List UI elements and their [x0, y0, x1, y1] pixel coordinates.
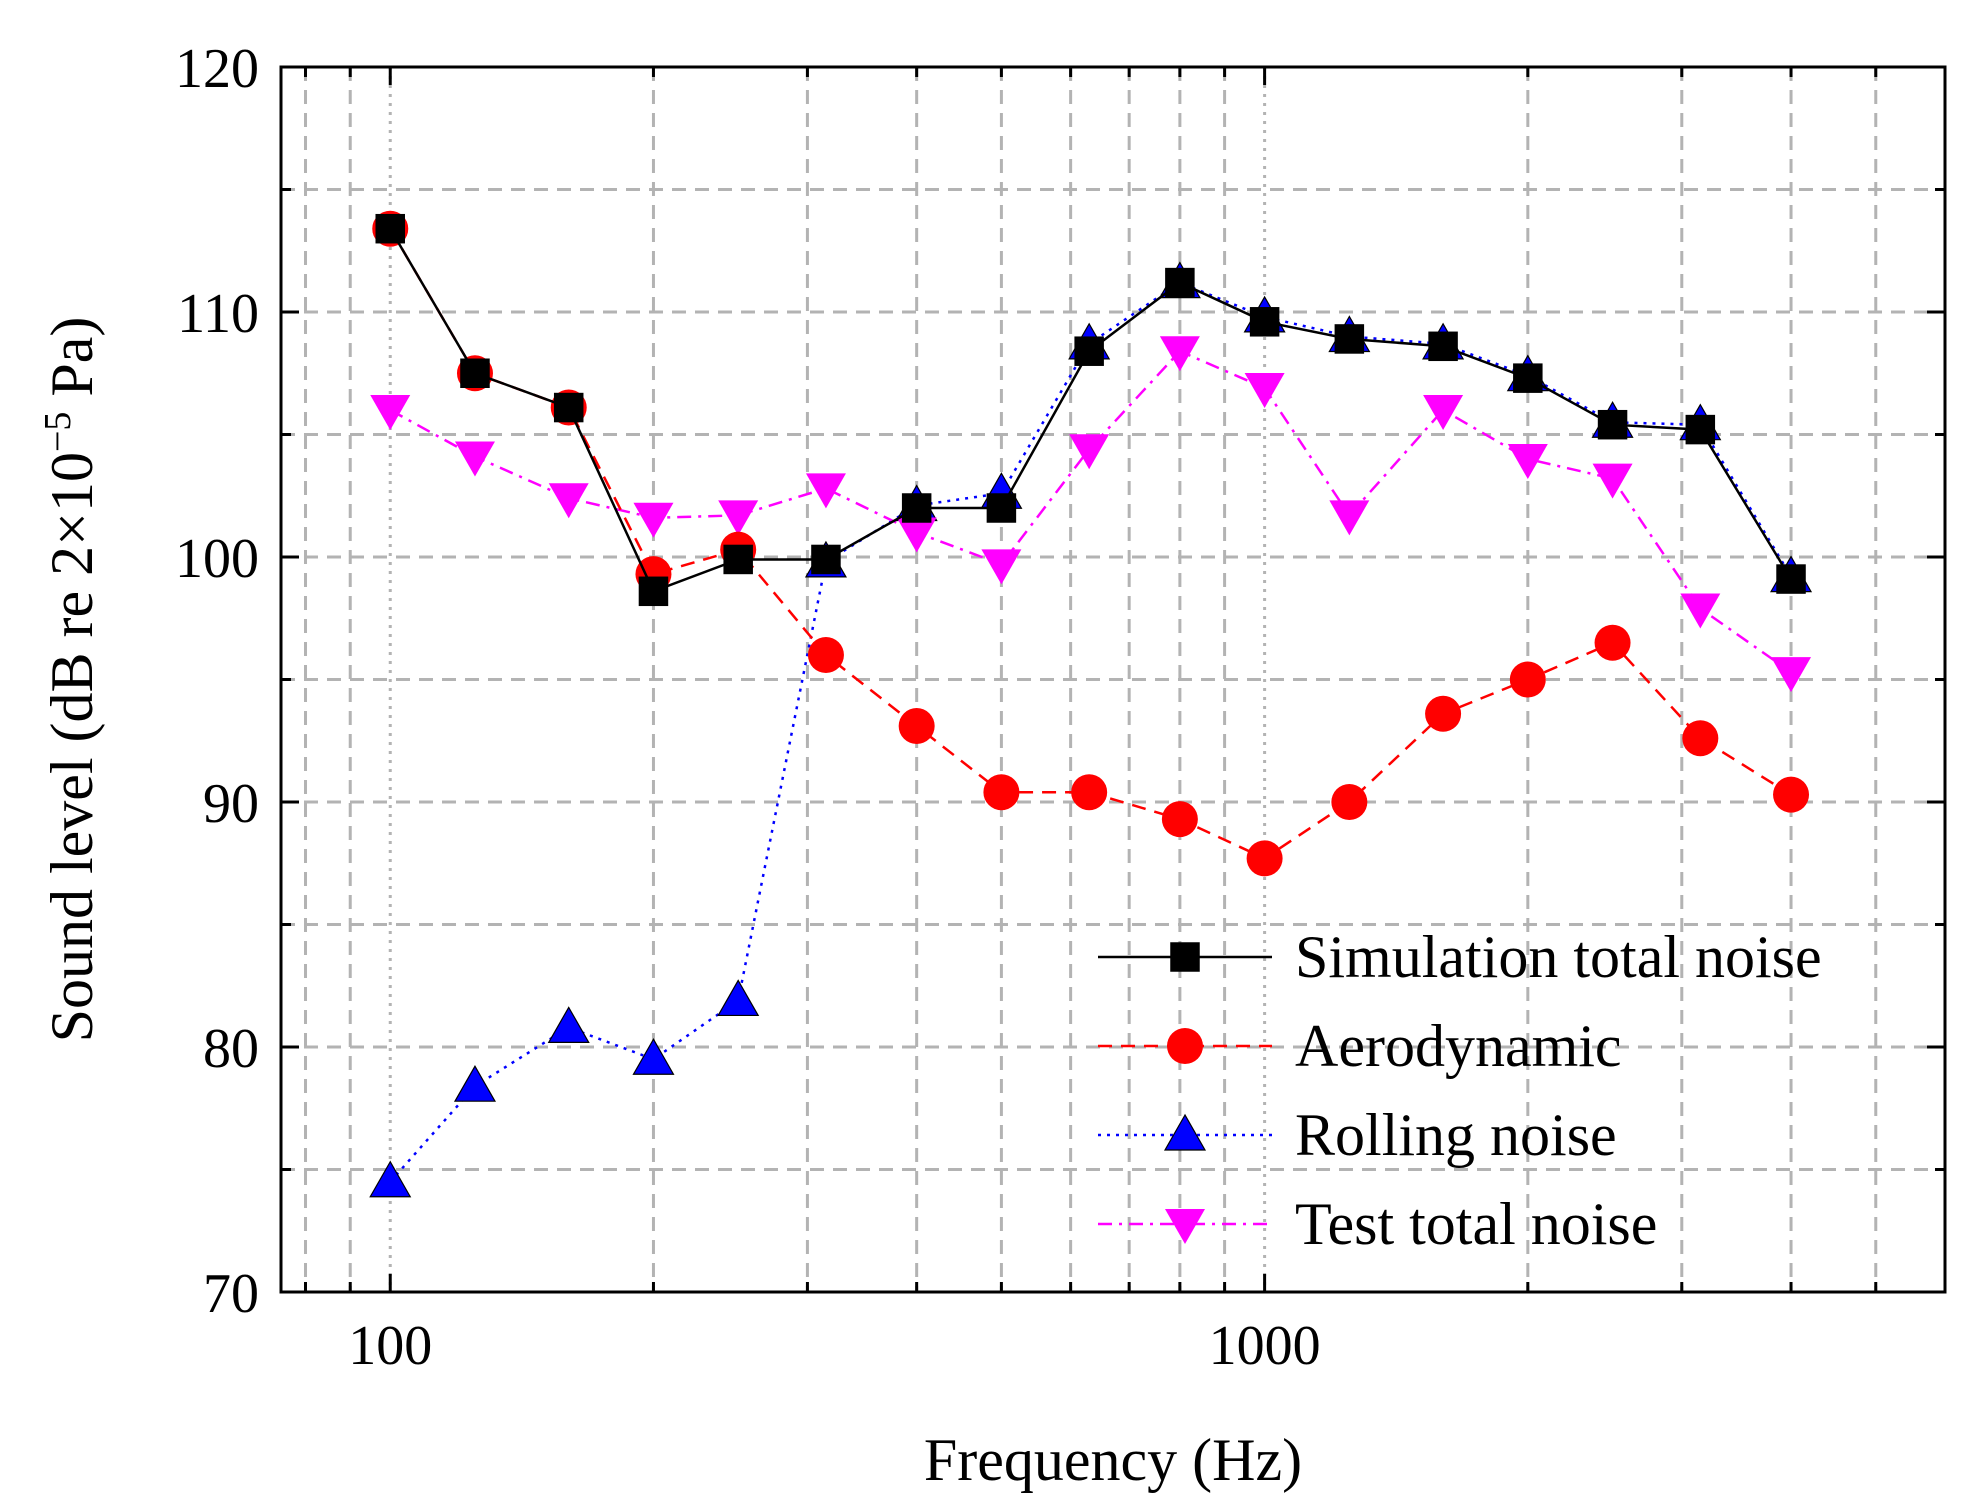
data-point-test-total-noise: [1244, 372, 1285, 408]
data-point-simulation-total-noise: [1597, 409, 1628, 440]
data-point-rolling-noise: [717, 979, 760, 1017]
data-point-simulation-total-noise: [460, 358, 490, 388]
y-tick-label: 110: [177, 283, 259, 345]
y-tick-label: 80: [203, 1018, 259, 1080]
data-point-simulation-total-noise: [986, 493, 1017, 523]
y-axis-title: Sound level (dB re 2×10−5 Pa): [37, 317, 105, 1043]
x-tick-label: 100: [348, 1315, 432, 1377]
series-simulation-total-noise: [375, 213, 1806, 607]
y-axis-title-exponent: −5: [37, 412, 79, 452]
data-series: [369, 210, 1813, 1198]
data-point-test-total-noise: [981, 549, 1022, 585]
data-point-rolling-noise: [547, 1006, 590, 1044]
data-point-simulation-total-noise: [1249, 307, 1280, 337]
legend: Simulation total noise Aerodynamic Rolling…: [1098, 924, 1822, 1257]
data-point-rolling-noise: [369, 1160, 412, 1198]
data-point-simulation-total-noise: [1074, 336, 1104, 366]
data-point-aerodynamic: [1509, 661, 1546, 698]
data-point-simulation-total-noise: [1165, 267, 1195, 298]
data-point-simulation-total-noise: [901, 493, 932, 523]
x-tick-label: 1000: [1209, 1315, 1321, 1377]
data-point-simulation-total-noise: [638, 576, 669, 607]
grid: [281, 67, 1945, 1292]
legend-label: Rolling noise: [1295, 1102, 1617, 1168]
data-point-rolling-noise: [632, 1038, 675, 1075]
data-point-test-total-noise: [1592, 463, 1633, 499]
data-point-test-total-noise: [1680, 593, 1721, 629]
data-point-test-total-noise: [1423, 395, 1464, 430]
data-point-aerodynamic: [1331, 784, 1368, 820]
data-point-aerodynamic: [1773, 776, 1810, 813]
data-point-aerodynamic: [1682, 720, 1719, 757]
legend-label: Simulation total noise: [1295, 924, 1822, 990]
data-point-simulation-total-noise: [1513, 363, 1543, 393]
data-point-aerodynamic: [807, 637, 844, 673]
plot-frame: [279, 65, 1947, 1294]
data-point-simulation-total-noise: [1776, 564, 1806, 594]
series-line-aerodynamic: [389, 228, 1792, 860]
legend-label: Test total noise: [1295, 1191, 1657, 1257]
data-point-test-total-noise: [1159, 336, 1200, 372]
x-axis-title: Frequency (Hz): [924, 1427, 1302, 1493]
legend-marker: [1167, 1028, 1203, 1064]
data-point-test-total-noise: [633, 502, 674, 538]
y-axis-title-unit: Pa): [39, 317, 105, 412]
data-point-simulation-total-noise: [1334, 324, 1365, 354]
legend-item-simulation-total-noise: Simulation total noise: [1098, 924, 1822, 990]
data-point-simulation-total-noise: [1428, 331, 1458, 362]
data-point-aerodynamic: [1246, 840, 1283, 877]
data-point-aerodynamic: [898, 708, 935, 745]
data-point-test-total-noise: [548, 483, 589, 519]
y-tick-label: 120: [175, 38, 259, 100]
data-point-test-total-noise: [805, 473, 846, 509]
legend-item-test-total-noise: Test total noise: [1098, 1191, 1657, 1257]
data-point-aerodynamic: [1071, 774, 1108, 811]
data-point-aerodynamic: [1161, 801, 1198, 838]
x-tick-labels: 100 1000: [348, 1315, 1320, 1377]
y-tick-label: 90: [203, 773, 259, 835]
data-point-test-total-noise: [454, 441, 495, 477]
data-point-aerodynamic: [983, 774, 1020, 811]
series-line-simulation-total-noise: [389, 228, 1793, 593]
data-point-rolling-noise: [453, 1064, 497, 1102]
data-point-test-total-noise: [1771, 657, 1812, 693]
data-point-simulation-total-noise: [1685, 414, 1716, 445]
data-point-simulation-total-noise: [811, 544, 841, 575]
series-line-test-total-noise: [389, 349, 1792, 674]
y-tick-label: 100: [175, 528, 259, 590]
data-point-test-total-noise: [1329, 500, 1370, 536]
legend-label: Aerodynamic: [1295, 1013, 1622, 1079]
legend-item-rolling-noise: Rolling noise: [1098, 1102, 1617, 1168]
data-point-test-total-noise: [718, 500, 759, 536]
data-point-test-total-noise: [896, 517, 937, 553]
data-point-simulation-total-noise: [375, 213, 405, 244]
data-point-aerodynamic: [1594, 624, 1631, 661]
data-point-aerodynamic: [1425, 695, 1462, 732]
data-point-test-total-noise: [1507, 444, 1548, 479]
data-point-test-total-noise: [1069, 434, 1110, 470]
data-point-simulation-total-noise: [553, 392, 584, 423]
series-test-total-noise: [370, 336, 1812, 693]
legend-marker: [1163, 1113, 1207, 1151]
y-axis-title-main: Sound level (dB re 2×10: [39, 452, 105, 1042]
legend-marker: [1165, 1209, 1205, 1244]
data-point-test-total-noise: [370, 395, 411, 430]
y-tick-labels: 70 80 90 100 110 120: [175, 38, 259, 1325]
data-point-simulation-total-noise: [723, 544, 753, 575]
legend-marker: [1170, 942, 1200, 972]
y-tick-label: 70: [203, 1263, 259, 1325]
legend-item-aerodynamic: Aerodynamic: [1098, 1013, 1622, 1079]
